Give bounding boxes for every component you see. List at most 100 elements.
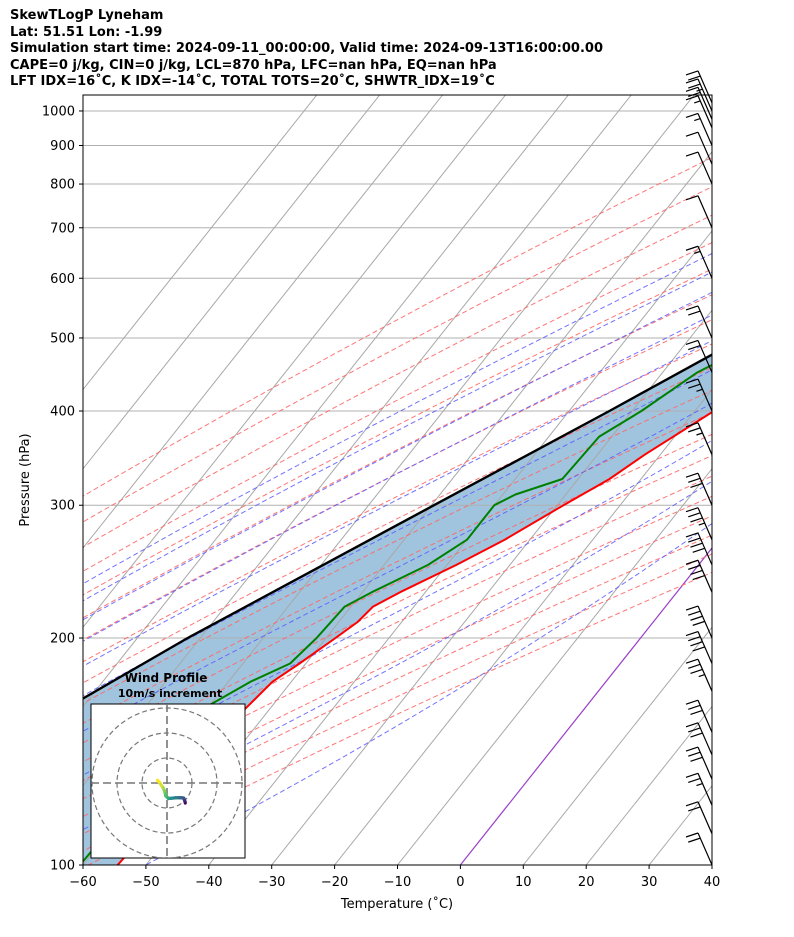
wind-barb-flag: [690, 482, 703, 489]
wind-barb-flag: [688, 806, 701, 812]
wind-barb-flag: [688, 512, 701, 518]
dry-adiabat: [83, 268, 712, 596]
wind-barb-staff: [697, 699, 713, 733]
wind-barb: [685, 70, 713, 104]
wind-barb: [685, 151, 713, 185]
dry-adiabat: [83, 214, 712, 548]
wind-barb-staff: [697, 658, 713, 692]
isotherm-line: [522, 626, 712, 865]
wind-barb-flag: [688, 427, 701, 433]
wind-barb-staff: [697, 305, 713, 339]
wind-barb-flag: [685, 746, 699, 752]
wind-barb-half-flag: [698, 674, 705, 678]
wind-barb: [685, 832, 713, 866]
y-tick-label: 900: [50, 139, 75, 154]
wind-barb: [685, 772, 713, 806]
parcel-path-line: [83, 353, 712, 700]
y-tick-label: 300: [50, 499, 75, 514]
moist-adiabat: [83, 369, 712, 697]
wind-barb-flag: [685, 245, 699, 251]
moist-adiabat: [83, 480, 712, 831]
wind-barb: [685, 245, 713, 279]
isotherm-line: [208, 230, 712, 865]
isotherm-line: [83, 95, 443, 549]
wind-barb: [685, 658, 713, 692]
dewpoint-line: [83, 363, 712, 863]
wind-barb-staff: [697, 746, 713, 780]
wind-barb: [685, 195, 713, 229]
wind-barb: [685, 722, 713, 756]
wind-barb: [685, 305, 713, 339]
wind-barb: [685, 699, 713, 733]
wind-barb-flag: [685, 722, 699, 728]
wind-barb: [685, 507, 713, 540]
wind-barb-flag: [685, 339, 699, 346]
dry-adiabat: [83, 366, 712, 684]
wind-barb-staff: [697, 246, 713, 279]
isotherm-line: [83, 95, 318, 391]
wind-barb-flag: [690, 615, 703, 621]
wind-barb-flag: [690, 641, 703, 647]
wind-barb-flag: [685, 801, 699, 807]
dry-adiabat: [83, 241, 712, 572]
wind-barb-staff: [697, 507, 713, 540]
dry-adiabat: [83, 294, 712, 619]
dry-adiabat: [83, 433, 712, 744]
wind-barb-staff: [697, 422, 713, 456]
dry-adiabat: [83, 412, 712, 724]
indices-line-1: CAPE=0 j/kg, CIN=0 j/kg, LCL=870 hPa, LF…: [10, 57, 497, 73]
wind-barb-staff: [697, 87, 713, 120]
wind-barb-staff: [697, 605, 713, 639]
wind-barb-flag: [685, 112, 699, 119]
wind-barb-staff: [697, 722, 713, 756]
wind-barb-flag: [688, 83, 701, 89]
wind-barb: [685, 378, 713, 412]
wind-barb: [685, 605, 713, 639]
isotherm-line: [334, 388, 712, 865]
wind-barb-flag: [690, 569, 703, 576]
x-tick-label: 30: [641, 875, 658, 890]
wind-barb-flag: [690, 517, 703, 523]
wind-barb-flag: [688, 704, 701, 710]
wind-barb-flag: [688, 564, 701, 570]
wind-barb: [685, 630, 713, 664]
isotherm-line: [648, 784, 712, 865]
wind-barb: [685, 559, 713, 593]
wind-barb-flag: [685, 70, 699, 76]
hodograph-plot: [91, 704, 245, 858]
x-tick-label: −30: [258, 875, 285, 890]
dry-adiabat: [83, 515, 712, 818]
wind-barb-staff: [697, 195, 713, 229]
wind-barb-half-flag: [694, 100, 701, 104]
isotherm-line: [459, 547, 712, 865]
wind-barb-flag: [688, 310, 701, 316]
wind-barb-flag: [692, 646, 705, 652]
x-axis-label: Temperature (˚C): [340, 896, 453, 912]
hodograph-subtitle: 10m/s increment: [118, 687, 222, 700]
wind-barb-half-flag: [694, 118, 701, 122]
wind-barb-flag: [688, 751, 701, 757]
wind-barb-half-flag: [698, 522, 705, 526]
wind-barb-flag: [690, 756, 703, 762]
wind-barb-flag: [688, 727, 701, 733]
wind-barb-flag: [685, 772, 699, 778]
dry-adiabat: [83, 319, 712, 641]
x-tick-label: −40: [195, 875, 222, 890]
wind-barb-half-flag: [696, 388, 703, 392]
x-tick-label: −10: [384, 875, 411, 890]
wind-barb-staff: [697, 801, 713, 835]
wind-barb: [685, 131, 713, 165]
x-tick-label: −60: [69, 875, 96, 890]
location-line: Lat: 51.51 Lon: -1.99: [10, 24, 163, 40]
x-tick-label: 40: [704, 875, 721, 890]
moist-adiabat: [83, 271, 712, 602]
wind-barb: [685, 95, 713, 129]
wind-barb-staff: [697, 773, 713, 806]
wind-barb-flag: [688, 837, 701, 843]
wind-barb-flag: [692, 620, 705, 626]
moist-adiabat: [83, 314, 712, 642]
wind-barb-flag: [692, 547, 705, 553]
wind-barb: [685, 532, 713, 566]
x-tick-label: −20: [321, 875, 348, 890]
